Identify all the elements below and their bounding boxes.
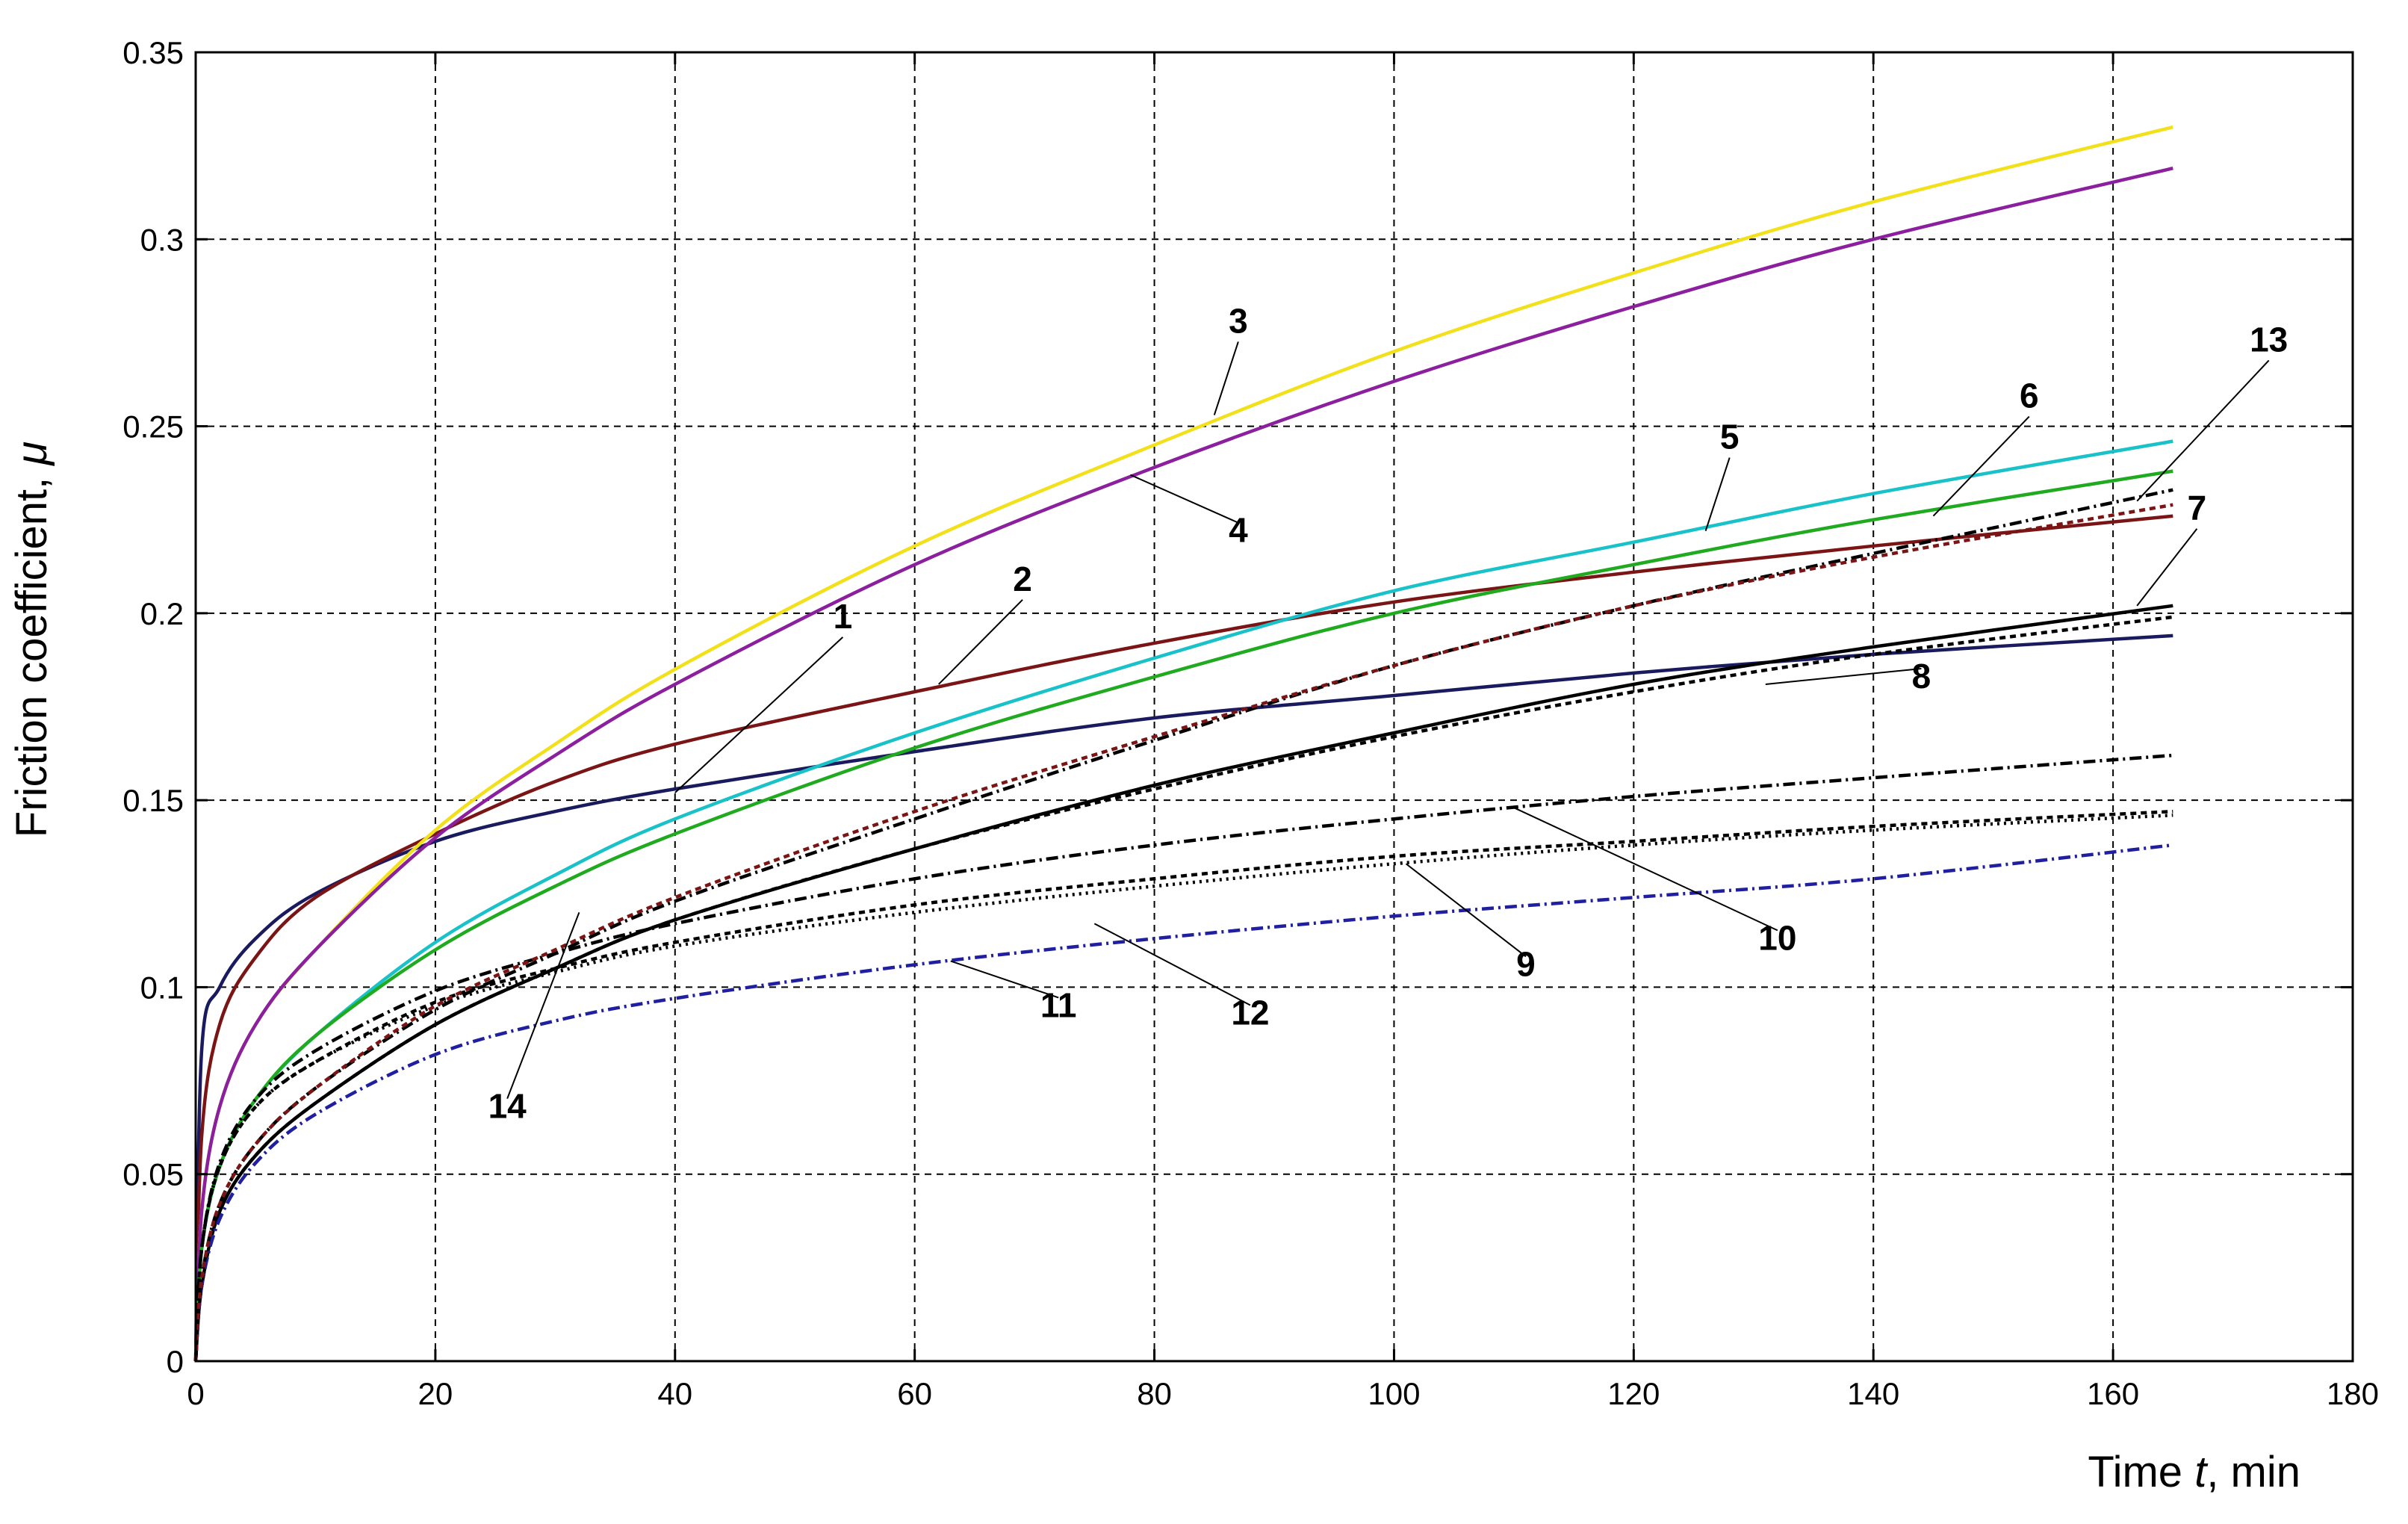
annotation-leader-8 bbox=[1765, 667, 1922, 685]
series-curves bbox=[193, 125, 2173, 1362]
series-line-11 bbox=[193, 843, 2173, 1362]
axis-ticks bbox=[194, 51, 2354, 1363]
y-axis-title-variable: μ bbox=[7, 442, 56, 467]
annotation-leader-13 bbox=[2136, 359, 2270, 502]
series-line-7 bbox=[193, 604, 2173, 1362]
annotation-leader-10 bbox=[1513, 807, 1778, 932]
curve-label-8: 8 bbox=[1912, 657, 1931, 696]
series-line-1 bbox=[193, 634, 2173, 1362]
annotation-leader-1 bbox=[674, 636, 844, 793]
annotation-leader-3 bbox=[1213, 341, 1239, 415]
x-tick-label: 160 bbox=[2087, 1376, 2139, 1411]
series-line-12 bbox=[193, 809, 2173, 1362]
y-tick-label: 0.1 bbox=[140, 970, 184, 1005]
x-tick-label: 0 bbox=[187, 1376, 204, 1411]
curve-label-3: 3 bbox=[1229, 301, 1248, 340]
curve-label-12: 12 bbox=[1231, 993, 1269, 1032]
x-axis-title-text: Time bbox=[2088, 1448, 2194, 1496]
curve-label-13: 13 bbox=[2250, 320, 2288, 359]
x-tick-label: 20 bbox=[418, 1376, 453, 1411]
x-axis-title: Time t, min bbox=[2088, 1448, 2300, 1496]
curve-label-14: 14 bbox=[488, 1087, 527, 1126]
y-tick-label: 0.35 bbox=[122, 35, 184, 70]
curve-label-6: 6 bbox=[2020, 377, 2039, 415]
x-tick-label: 80 bbox=[1137, 1376, 1172, 1411]
y-tick-label: 0.05 bbox=[122, 1157, 184, 1192]
x-tick-label: 100 bbox=[1368, 1376, 1420, 1411]
annotation-leader-5 bbox=[1704, 457, 1731, 532]
curve-label-2: 2 bbox=[1013, 560, 1032, 598]
y-axis-title: Friction coefficient, μ bbox=[7, 442, 56, 837]
annotation-leader-9 bbox=[1405, 863, 1527, 958]
series-line-4 bbox=[193, 167, 2173, 1362]
y-axis-title-text: Friction coefficient, bbox=[7, 465, 56, 838]
annotation-leader-7 bbox=[2136, 528, 2198, 607]
curve-label-5: 5 bbox=[1720, 418, 1740, 456]
y-tick-label: 0.15 bbox=[122, 783, 184, 818]
annotation-leader-12 bbox=[1093, 923, 1251, 1006]
curve-label-10: 10 bbox=[1758, 918, 1796, 957]
annotation-leader-11 bbox=[950, 960, 1059, 999]
grid bbox=[196, 52, 2353, 1361]
curve-label-9: 9 bbox=[1516, 944, 1536, 983]
series-line-2 bbox=[193, 514, 2173, 1362]
annotation-leaders bbox=[506, 341, 2270, 1099]
x-axis-title-unit: , min bbox=[2206, 1448, 2300, 1496]
tick-labels: 0 20 40 60 80 100 120 140 160 180 0 0.05 0.1 0.15 0.2 0… bbox=[122, 35, 2379, 1411]
series-line-9 bbox=[193, 813, 2173, 1362]
annotation-leader-2 bbox=[938, 599, 1023, 685]
x-axis-title-variable: t bbox=[2194, 1448, 2209, 1496]
y-tick-label: 0.25 bbox=[122, 409, 184, 444]
x-tick-label: 40 bbox=[657, 1376, 692, 1411]
curve-label-7: 7 bbox=[2188, 489, 2207, 527]
annotation-leader-14 bbox=[506, 911, 580, 1099]
plot-frame bbox=[194, 51, 2354, 1363]
curve-label-4: 4 bbox=[1229, 511, 1248, 550]
x-tick-label: 180 bbox=[2327, 1376, 2379, 1411]
y-tick-label: 0 bbox=[167, 1344, 184, 1379]
x-tick-label: 140 bbox=[1847, 1376, 1899, 1411]
annotation-leader-4 bbox=[1130, 474, 1239, 524]
curve-label-11: 11 bbox=[1040, 985, 1077, 1024]
y-tick-label: 0.2 bbox=[140, 596, 184, 631]
y-tick-label: 0.3 bbox=[140, 222, 184, 257]
annotation-leader-6 bbox=[1932, 415, 2030, 517]
curve-label-1: 1 bbox=[834, 597, 853, 636]
x-tick-label: 120 bbox=[1607, 1376, 1660, 1411]
x-tick-label: 60 bbox=[897, 1376, 932, 1411]
series-line-14 bbox=[193, 503, 2173, 1362]
series-line-10 bbox=[193, 753, 2173, 1362]
